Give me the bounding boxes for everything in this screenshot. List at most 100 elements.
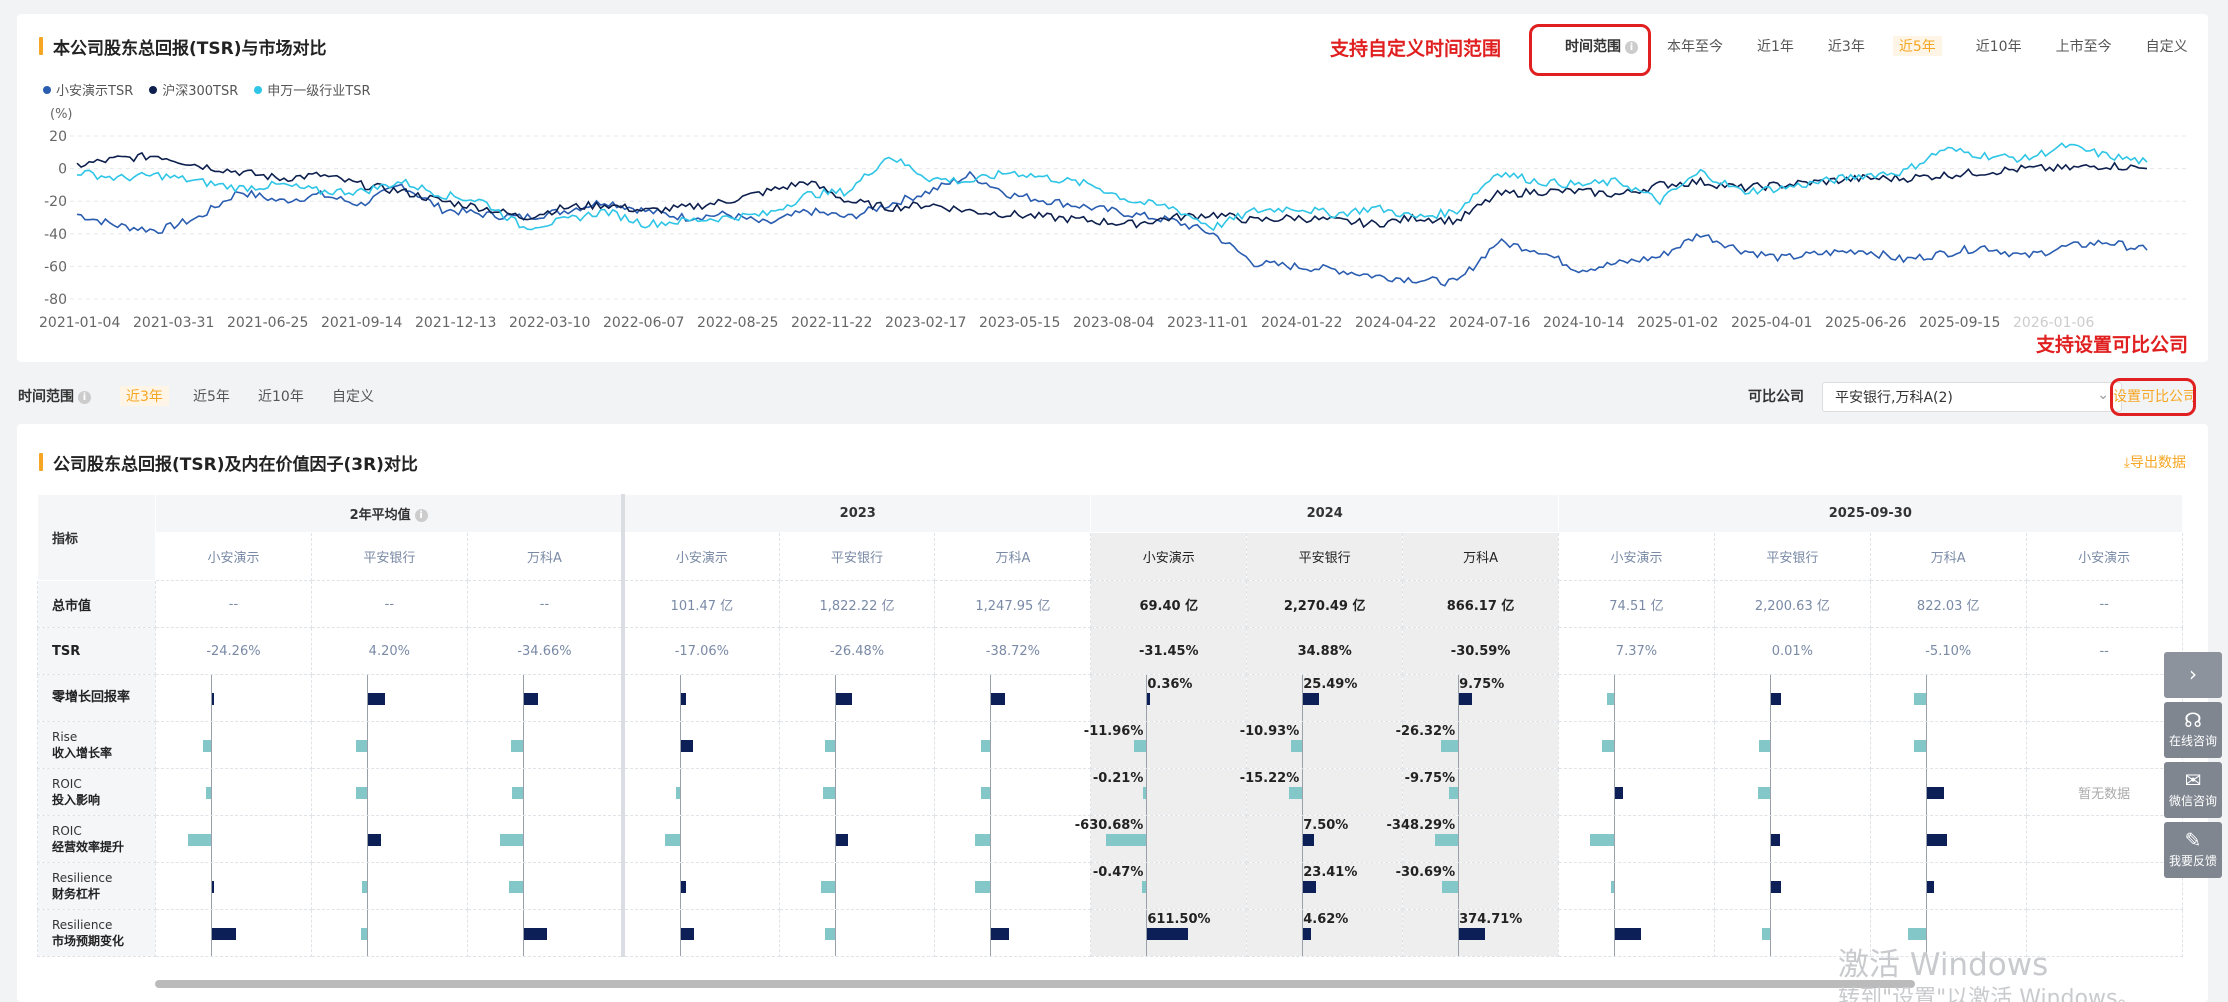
factor-bar[interactable] bbox=[1914, 740, 1926, 752]
headset-button[interactable]: ☊ 在线咨询 bbox=[2164, 702, 2222, 758]
factor-bar[interactable] bbox=[362, 881, 367, 893]
factor-bar[interactable] bbox=[212, 693, 215, 705]
factor-bar[interactable] bbox=[523, 928, 547, 940]
factor-bar[interactable] bbox=[1914, 693, 1926, 705]
filter-opt-3y[interactable]: 近3年 bbox=[120, 386, 169, 406]
factor-bar[interactable] bbox=[820, 881, 835, 893]
series-line[interactable] bbox=[76, 170, 2148, 287]
factor-bar[interactable] bbox=[1759, 740, 1770, 752]
factor-bar[interactable] bbox=[681, 740, 693, 752]
factor-bar[interactable] bbox=[367, 693, 386, 705]
factor-bar[interactable] bbox=[1147, 693, 1151, 705]
factor-bar[interactable] bbox=[1289, 787, 1303, 799]
feedback-button[interactable]: ✎ 我要反馈 bbox=[2164, 822, 2222, 878]
factor-bar[interactable] bbox=[835, 834, 849, 846]
factor-bar[interactable] bbox=[1448, 787, 1459, 799]
factor-bar[interactable] bbox=[1770, 881, 1782, 893]
legend-item[interactable]: 申万一级行业TSR bbox=[254, 80, 371, 99]
factor-bar[interactable] bbox=[1615, 787, 1624, 799]
factor-bar[interactable] bbox=[981, 740, 991, 752]
factor-bar[interactable] bbox=[1133, 740, 1147, 752]
factor-bar[interactable] bbox=[1589, 834, 1614, 846]
factor-bar[interactable] bbox=[1908, 928, 1926, 940]
tab-3y[interactable]: 近3年 bbox=[1827, 39, 1865, 55]
factor-bar[interactable] bbox=[825, 928, 835, 940]
series-line[interactable] bbox=[76, 151, 2148, 229]
factor-bar[interactable] bbox=[835, 693, 852, 705]
factor-bar[interactable] bbox=[1770, 693, 1782, 705]
factor-bar[interactable] bbox=[1459, 928, 1485, 940]
factor-bar[interactable] bbox=[1142, 787, 1147, 799]
factor-bar[interactable] bbox=[212, 881, 215, 893]
factor-bar[interactable] bbox=[1434, 834, 1459, 846]
tab-ytd[interactable]: 本年至今 bbox=[1667, 39, 1723, 55]
filter-opt-10y[interactable]: 近10年 bbox=[258, 389, 304, 405]
factor-bar[interactable] bbox=[975, 834, 991, 846]
factor-bar[interactable] bbox=[681, 928, 694, 940]
factor-bar[interactable] bbox=[1770, 834, 1781, 846]
factor-bar[interactable] bbox=[1303, 928, 1312, 940]
factor-bar[interactable] bbox=[187, 834, 211, 846]
factor-bar[interactable] bbox=[202, 740, 211, 752]
export-button[interactable]: ⤓导出数据 bbox=[2124, 452, 2186, 472]
tab-since-listing[interactable]: 上市至今 bbox=[2055, 39, 2112, 55]
tab-1y[interactable]: 近1年 bbox=[1757, 39, 1794, 55]
factor-bar[interactable] bbox=[511, 740, 523, 752]
factor-bar[interactable] bbox=[1761, 928, 1770, 940]
factor-bar[interactable] bbox=[1459, 693, 1472, 705]
factor-bar[interactable] bbox=[1147, 928, 1188, 940]
factor-bar[interactable] bbox=[1105, 834, 1147, 846]
tab-5y[interactable]: 近5年 bbox=[1892, 36, 1942, 56]
factor-bar[interactable] bbox=[991, 928, 1009, 940]
factor-bar[interactable] bbox=[1141, 881, 1147, 893]
info-icon[interactable]: i bbox=[78, 391, 91, 404]
series-line[interactable] bbox=[76, 142, 2148, 232]
factor-bar[interactable] bbox=[981, 787, 991, 799]
factor-bar[interactable] bbox=[499, 834, 523, 846]
chevron-right-button[interactable]: › bbox=[2164, 652, 2222, 698]
set-compare-button[interactable]: 设置可比公司 bbox=[2110, 378, 2196, 416]
horizontal-scrollbar[interactable] bbox=[155, 980, 1915, 988]
factor-bar[interactable] bbox=[1926, 881, 1934, 893]
factor-bar[interactable] bbox=[665, 834, 681, 846]
factor-bar[interactable] bbox=[1610, 881, 1614, 893]
factor-bar[interactable] bbox=[1615, 928, 1641, 940]
legend-item[interactable]: 小安演示TSR bbox=[43, 80, 133, 99]
factor-bar[interactable] bbox=[825, 740, 835, 752]
factor-bar[interactable] bbox=[523, 693, 538, 705]
info-icon[interactable]: i bbox=[414, 509, 428, 522]
factor-bar[interactable] bbox=[675, 787, 681, 799]
factor-bar[interactable] bbox=[1758, 787, 1770, 799]
factor-bar[interactable] bbox=[681, 881, 686, 893]
legend-item[interactable]: 沪深300TSR bbox=[149, 80, 238, 99]
factor-bar[interactable] bbox=[975, 881, 991, 893]
factor-bar[interactable] bbox=[681, 693, 686, 705]
factor-bar[interactable] bbox=[356, 787, 367, 799]
filter-opt-5y[interactable]: 近5年 bbox=[193, 389, 230, 405]
factor-bar[interactable] bbox=[512, 787, 523, 799]
factor-bar[interactable] bbox=[1602, 740, 1614, 752]
factor-bar[interactable] bbox=[1303, 881, 1316, 893]
factor-bar[interactable] bbox=[361, 928, 367, 940]
factor-bar[interactable] bbox=[508, 881, 523, 893]
filter-opt-custom[interactable]: 自定义 bbox=[332, 389, 374, 405]
factor-bar[interactable] bbox=[1440, 740, 1459, 752]
factor-bar[interactable] bbox=[356, 740, 367, 752]
factor-bar[interactable] bbox=[1926, 787, 1945, 799]
factor-bar[interactable] bbox=[206, 787, 211, 799]
factor-bar[interactable] bbox=[1441, 881, 1459, 893]
factor-bar[interactable] bbox=[991, 693, 1006, 705]
factor-bar[interactable] bbox=[212, 928, 237, 940]
factor-bar[interactable] bbox=[822, 787, 835, 799]
chat-button[interactable]: ✉ 微信咨询 bbox=[2164, 762, 2222, 818]
factor-bar[interactable] bbox=[1290, 740, 1303, 752]
factor-bar[interactable] bbox=[1303, 693, 1320, 705]
tab-10y[interactable]: 近10年 bbox=[1975, 39, 2022, 55]
factor-bar[interactable] bbox=[1303, 834, 1314, 846]
info-icon[interactable]: i bbox=[1625, 41, 1638, 54]
factor-bar[interactable] bbox=[367, 834, 381, 846]
compare-select[interactable]: 平安银行,万科A(2) ⌄ bbox=[1822, 382, 2122, 412]
tab-custom[interactable]: 自定义 bbox=[2145, 39, 2188, 55]
factor-bar[interactable] bbox=[1607, 693, 1614, 705]
factor-bar[interactable] bbox=[1926, 834, 1947, 846]
